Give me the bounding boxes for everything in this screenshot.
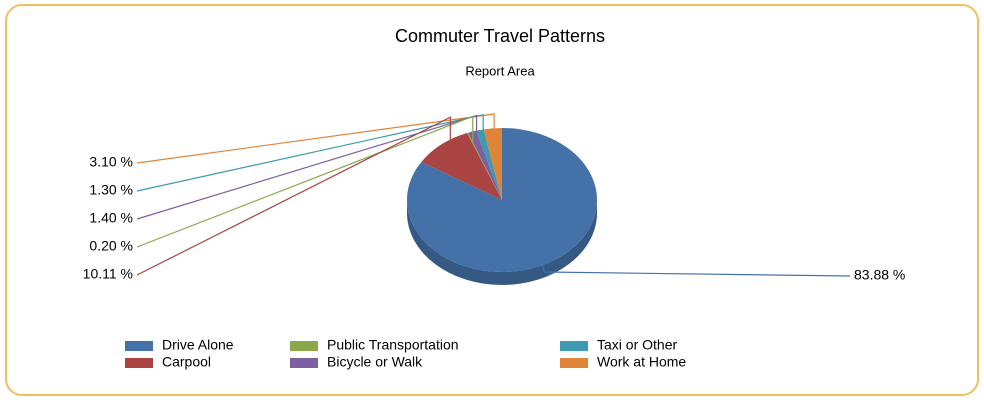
data-label: 10.11 % bbox=[83, 266, 133, 282]
slice-side bbox=[407, 200, 597, 285]
leader-line bbox=[136, 113, 495, 164]
legend-swatch bbox=[290, 358, 318, 368]
legend-swatch bbox=[560, 341, 588, 351]
legend-label: Bicycle or Walk bbox=[327, 354, 423, 370]
legend-swatch bbox=[290, 341, 318, 351]
data-label: 1.40 % bbox=[89, 210, 133, 226]
slice bbox=[483, 128, 502, 200]
legend-label: Carpool bbox=[162, 354, 211, 370]
legend-swatch bbox=[125, 341, 153, 351]
leader-line bbox=[136, 116, 451, 276]
data-label: 0.20 % bbox=[89, 238, 133, 254]
slice bbox=[467, 132, 502, 200]
pie bbox=[406, 128, 597, 285]
legend-swatch bbox=[125, 358, 153, 368]
chart-title: Commuter Travel Patterns bbox=[395, 26, 605, 46]
leader-line bbox=[535, 247, 851, 277]
chart-subtitle: Report Area bbox=[465, 63, 535, 78]
legend-label: Work at Home bbox=[597, 354, 686, 370]
leader-line bbox=[136, 114, 484, 192]
legend-label: Public Transportation bbox=[327, 337, 459, 353]
legend-label: Drive Alone bbox=[162, 337, 234, 353]
slice bbox=[468, 130, 502, 200]
slice bbox=[476, 129, 502, 200]
leader-line bbox=[136, 115, 474, 248]
legend-swatch bbox=[560, 358, 588, 368]
data-label: 83.88 % bbox=[854, 267, 905, 283]
data-label: 1.30 % bbox=[89, 182, 133, 198]
legend-label: Taxi or Other bbox=[597, 337, 677, 353]
data-label: 3.10 % bbox=[89, 154, 133, 170]
leader-line bbox=[136, 114, 478, 220]
slice bbox=[421, 133, 502, 200]
